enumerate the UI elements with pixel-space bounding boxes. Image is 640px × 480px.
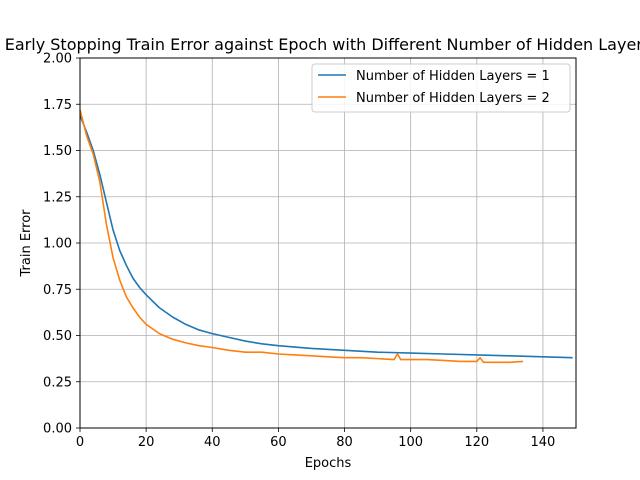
legend: Number of Hidden Layers = 1 Number of Hi… xyxy=(311,63,571,113)
legend-label-series-1: Number of Hidden Layers = 1 xyxy=(356,69,550,84)
x-tick-label: 40 xyxy=(204,435,221,450)
series-line-1 xyxy=(79,115,573,359)
y-tick-label: 2.00 xyxy=(43,52,72,67)
y-tick-label: 0.50 xyxy=(43,329,72,344)
x-tick-label: 100 xyxy=(398,435,423,450)
x-tick-label: 60 xyxy=(270,435,287,450)
ticks: 0 20 40 60 80 100 120 140 0.00 0.25 0.50 0.75 1.00 1.… xyxy=(43,52,555,451)
y-tick-label: 0.25 xyxy=(43,375,72,390)
y-tick-label: 0.00 xyxy=(43,422,72,437)
chart-title: Early Stopping Train Error against Epoch… xyxy=(5,35,640,54)
y-tick-label: 1.00 xyxy=(43,237,72,252)
y-tick-label: 1.25 xyxy=(43,190,72,205)
legend-box xyxy=(311,63,571,113)
y-tick-label: 0.75 xyxy=(43,283,72,298)
x-tick-label: 20 xyxy=(138,435,155,450)
legend-label-series-2: Number of Hidden Layers = 2 xyxy=(356,91,550,106)
y-axis-label: Train Error xyxy=(19,209,34,278)
x-tick-label: 0 xyxy=(76,435,84,450)
x-axis-label: Epochs xyxy=(305,456,352,471)
x-tick-label: 120 xyxy=(464,435,489,450)
series-line-2 xyxy=(79,109,524,364)
x-tick-label: 140 xyxy=(531,435,556,450)
y-tick-label: 1.75 xyxy=(43,98,72,113)
y-tick-label: 1.50 xyxy=(43,144,72,159)
series-layer xyxy=(79,109,573,364)
x-tick-label: 80 xyxy=(336,435,353,450)
